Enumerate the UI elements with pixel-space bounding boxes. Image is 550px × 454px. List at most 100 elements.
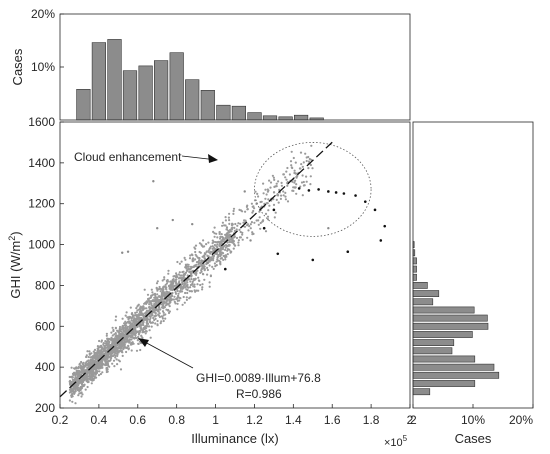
- scatter-point: [80, 360, 83, 364]
- enhancement-point: [276, 252, 280, 256]
- scatter-point: [290, 150, 293, 153]
- scatter-point: [130, 319, 133, 322]
- scatter-point: [108, 356, 111, 359]
- scatter-point: [137, 304, 140, 307]
- scatter-point: [158, 312, 161, 315]
- scatter-point: [134, 330, 137, 333]
- scatter-point: [153, 310, 156, 313]
- scatter-point: [141, 336, 144, 340]
- scatter-point: [203, 257, 206, 260]
- scatter-point: [156, 289, 159, 292]
- scatter-point: [149, 301, 152, 304]
- enhancement-point: [334, 191, 338, 194]
- scatter-point: [172, 298, 175, 301]
- scatter-point: [182, 284, 186, 287]
- scatter-point: [228, 219, 231, 222]
- scatter-point: [129, 306, 132, 309]
- scatter-point: [251, 231, 254, 234]
- scatter-point: [259, 221, 262, 225]
- scatter-point: [249, 227, 252, 230]
- scatter-point: [92, 378, 95, 382]
- scatter-point: [215, 260, 218, 263]
- scatter-point: [94, 360, 97, 363]
- scatter-point: [189, 265, 193, 268]
- scatter-point: [114, 356, 117, 359]
- scatter-point: [121, 317, 124, 320]
- scatter-point: [70, 393, 74, 396]
- x-tick-label: 2: [407, 413, 414, 427]
- top-y-tick-label: 10%: [31, 60, 55, 74]
- scatter-point: [301, 194, 304, 197]
- scatter-point: [195, 263, 198, 266]
- scatter-point: [219, 235, 222, 238]
- scatter-point: [216, 256, 219, 259]
- scatter-point: [299, 167, 302, 170]
- scatter-point: [99, 345, 102, 348]
- scatter-point: [187, 263, 190, 266]
- scatter-point: [286, 200, 290, 203]
- scatter-point: [230, 241, 233, 244]
- scatter-point: [143, 302, 146, 305]
- top-histogram-bar: [262, 115, 278, 121]
- scatter-y-label: GHI (W/m2): [7, 231, 23, 298]
- fit-r-label: R=0.986: [236, 387, 282, 401]
- scatter-point: [135, 336, 138, 340]
- scatter-point: [156, 280, 159, 283]
- scatter-point: [100, 351, 103, 354]
- top-histogram-bar: [293, 114, 309, 121]
- scatter-point: [156, 296, 159, 299]
- scatter-point: [118, 327, 121, 330]
- scatter-point: [153, 318, 156, 322]
- scatter-point: [219, 257, 222, 260]
- cloud-enhancement-ellipse: [254, 142, 372, 237]
- scatter-point: [203, 268, 206, 271]
- scatter-point: [176, 289, 179, 293]
- scatter-point: [309, 163, 312, 167]
- y-tick-label: 1400: [28, 156, 55, 170]
- scatter-point: [78, 392, 81, 395]
- scatter-point: [112, 337, 116, 341]
- scatter-point: [190, 290, 193, 293]
- scatter-point: [84, 375, 87, 378]
- scatter-point: [286, 166, 289, 170]
- scatter-point: [273, 216, 276, 219]
- scatter-point: [264, 188, 267, 191]
- scatter-point: [146, 316, 149, 319]
- scatter-point: [185, 279, 188, 282]
- scatter-outlier-point: [249, 239, 252, 242]
- scatter-point: [105, 332, 108, 335]
- scatter-point: [183, 272, 186, 275]
- scatter-point: [239, 236, 242, 239]
- scatter-point: [111, 362, 114, 365]
- scatter-point: [239, 209, 243, 212]
- scatter-point: [213, 243, 216, 247]
- scatter-point: [143, 327, 146, 330]
- scatter-point: [71, 388, 74, 391]
- scatter-point: [69, 388, 72, 391]
- scatter-point: [116, 363, 119, 366]
- scatter-point: [228, 222, 231, 225]
- scatter-point: [212, 259, 215, 262]
- scatter-point: [120, 341, 123, 344]
- scatter-point: [168, 291, 171, 294]
- scatter-point: [228, 233, 231, 236]
- scatter-point: [304, 152, 307, 155]
- scatter-point: [190, 278, 193, 281]
- scatter-point: [102, 343, 105, 346]
- scatter-point: [122, 328, 125, 331]
- scatter-point: [93, 348, 97, 351]
- scatter-point: [122, 326, 125, 329]
- scatter-point: [126, 316, 129, 319]
- scatter-point: [213, 247, 216, 250]
- right-histogram-bar: [412, 380, 476, 387]
- scatter-point: [146, 293, 150, 296]
- scatter-point: [154, 296, 158, 299]
- scatter-point: [258, 216, 261, 219]
- scatter-outlier-point: [206, 261, 209, 265]
- y-label-superscript: 2: [7, 236, 17, 241]
- y-tick-label: 200: [35, 401, 55, 415]
- scatter-point: [114, 327, 117, 330]
- scatter-point: [280, 184, 283, 187]
- scatter-plot: 0.2 0.4 0.6 0.8 1 1.2 1.4 1.6 1.8 2 200 400 600 800 1…: [7, 115, 414, 449]
- scatter-point: [185, 296, 188, 299]
